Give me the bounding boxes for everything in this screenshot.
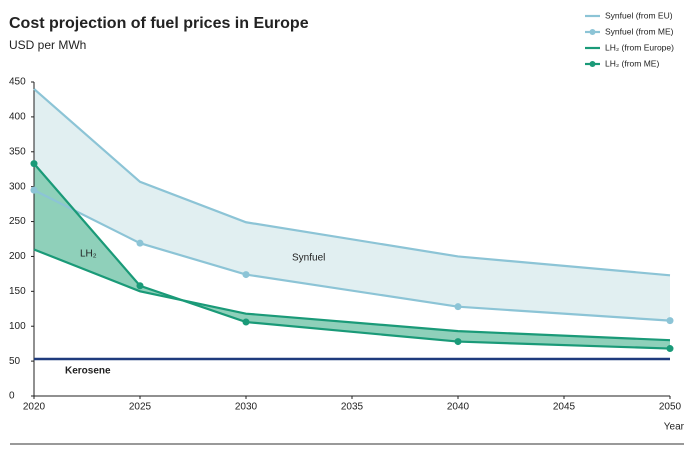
x-tick-label: 2020 — [23, 402, 46, 413]
series-marker — [30, 160, 38, 168]
legend-label: Synfuel (from ME) — [605, 26, 674, 36]
legend-marker — [589, 61, 596, 67]
y-tick-label: 200 — [9, 251, 26, 262]
y-tick-label: 350 — [9, 146, 26, 157]
y-tick-label: 50 — [9, 356, 21, 367]
series-line — [33, 248, 671, 342]
x-tick-label: 2035 — [341, 402, 364, 413]
series-marker — [666, 345, 674, 353]
series-marker — [30, 186, 38, 194]
y-tick-label: 100 — [9, 321, 26, 332]
annotation: LH₂ — [80, 249, 97, 260]
series-marker — [454, 303, 462, 311]
series-marker — [242, 271, 250, 279]
legend-label: LH₂ (from ME) — [605, 58, 659, 68]
x-tick-label: 2025 — [129, 402, 152, 413]
legend-label: Synfuel (from EU) — [605, 10, 673, 20]
series-marker — [136, 239, 144, 247]
x-tick-label: 2040 — [447, 402, 470, 413]
y-tick-label: 0 — [9, 391, 15, 402]
legend-marker — [589, 29, 596, 35]
x-tick-label: 2045 — [553, 402, 576, 413]
series-marker — [454, 338, 462, 346]
y-axis-label: USD per MWh — [9, 38, 86, 52]
chart-title: Cost projection of fuel prices in Europe — [9, 15, 309, 32]
y-tick-label: 450 — [9, 77, 26, 88]
x-tick-label: 2050 — [659, 402, 682, 413]
y-tick-label: 250 — [9, 216, 26, 227]
series-marker — [136, 282, 144, 290]
legend-label: LH₂ (from Europe) — [605, 42, 674, 52]
y-tick-label: 150 — [9, 286, 26, 297]
kerosene-label: Kerosene — [65, 366, 111, 377]
y-tick-label: 400 — [9, 112, 26, 123]
annotation: Synfuel — [292, 253, 325, 264]
series-marker — [666, 317, 674, 325]
series-marker — [242, 318, 250, 326]
y-tick-label: 300 — [9, 181, 26, 192]
series-line — [33, 88, 671, 277]
x-tick-label: 2030 — [235, 402, 258, 413]
range-area — [34, 88, 670, 321]
x-axis-label: Year — [664, 422, 685, 433]
